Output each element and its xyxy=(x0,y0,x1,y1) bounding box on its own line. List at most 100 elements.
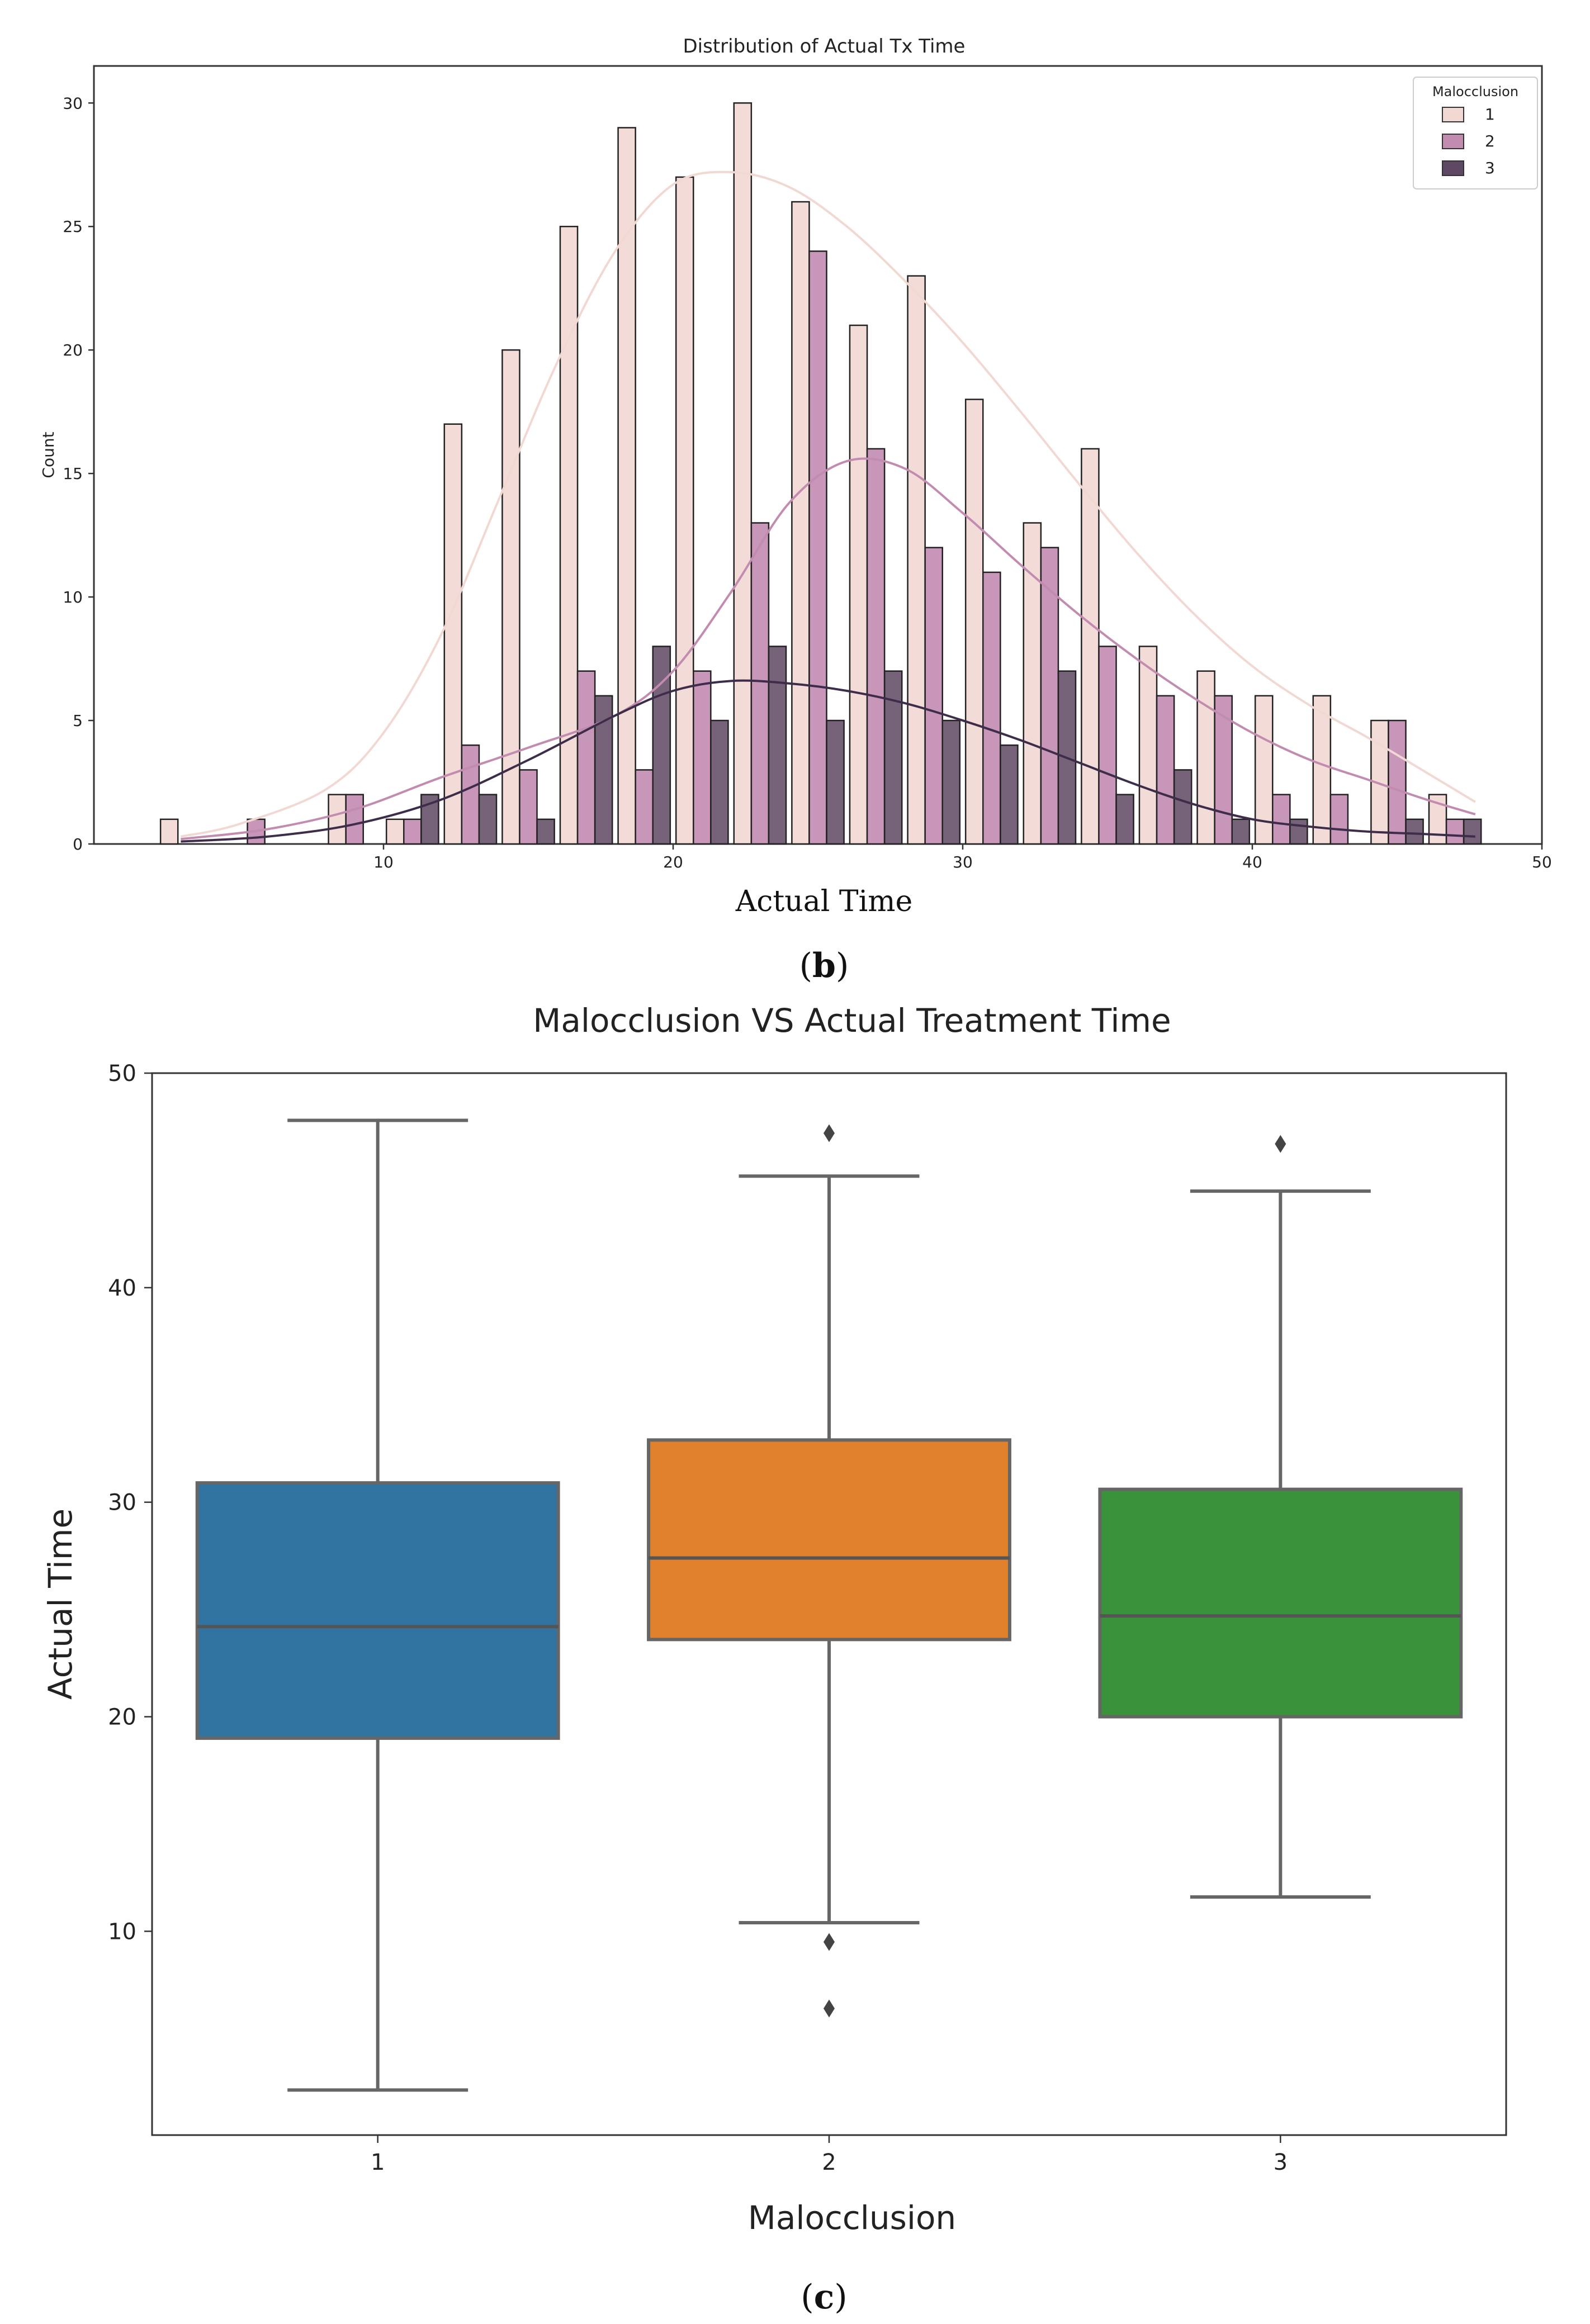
hist-bar-series-2 xyxy=(924,547,943,845)
hist-x-tick-label: 10 xyxy=(373,853,394,871)
hist-bar-series-2 xyxy=(866,448,886,845)
hist-bar-series-3 xyxy=(536,818,555,845)
hist-bar-series-3 xyxy=(1405,818,1424,845)
hist-x-tick-label: 50 xyxy=(1532,853,1552,871)
hist-bar-series-3 xyxy=(1463,818,1482,845)
boxplot-title: Malocclusion VS Actual Treatment Time xyxy=(533,1002,1171,1040)
hist-bar-series-1 xyxy=(1081,448,1100,845)
histogram-kde-curves xyxy=(180,170,1476,843)
hist-bar-series-1 xyxy=(501,349,520,845)
hist-bar-series-1 xyxy=(1196,670,1215,845)
hist-y-tick-label: 5 xyxy=(73,712,83,730)
hist-bar-series-1 xyxy=(733,102,753,845)
caption-c: (c) xyxy=(801,2278,847,2317)
hist-bar-series-2 xyxy=(635,769,654,845)
legend-swatch-3 xyxy=(1442,160,1464,176)
hist-bar-series-1 xyxy=(159,818,179,845)
iqr-box xyxy=(1098,1487,1463,1719)
hist-bar-series-2 xyxy=(1388,719,1407,845)
box-x-tick-label: 2 xyxy=(822,2150,836,2175)
legend-swatch-2 xyxy=(1442,134,1464,149)
kde-curve-series-3 xyxy=(181,679,1475,843)
box-group-2 xyxy=(647,1124,1011,2018)
caption-b: (b) xyxy=(799,946,849,985)
caption-b-letter: b xyxy=(812,946,836,985)
hist-bar-series-1 xyxy=(1312,695,1332,845)
histogram-x-label: Actual Time xyxy=(735,885,913,918)
box-y-tick-label: 30 xyxy=(108,1490,136,1516)
box-group-3 xyxy=(1098,1135,1463,1899)
hist-y-tick-label: 20 xyxy=(63,341,83,359)
hist-bar-series-2 xyxy=(808,250,827,845)
hist-y-tick-label: 25 xyxy=(63,217,83,236)
histogram-axes: 10 20 30 40 50 0 5 10 15 20 25 30 xyxy=(63,94,1551,871)
hist-bar-series-3 xyxy=(883,670,903,845)
hist-bar-series-2 xyxy=(461,744,480,845)
legend-title: Malocclusion xyxy=(1432,84,1518,99)
hist-bar-series-3 xyxy=(941,719,961,845)
hist-bar-series-1 xyxy=(791,201,810,845)
hist-y-tick-label: 15 xyxy=(63,464,83,483)
kde-curve-series-1 xyxy=(180,170,1476,838)
histogram-y-label: Count xyxy=(39,431,58,478)
hist-bar-series-2 xyxy=(982,571,1001,845)
hist-bar-series-1 xyxy=(1138,646,1158,845)
hist-bar-series-1 xyxy=(675,176,694,845)
box-x-tick-label: 1 xyxy=(371,2150,385,2175)
legend-label-1: 1 xyxy=(1485,105,1495,124)
hist-bar-series-3 xyxy=(710,719,729,845)
box-y-tick-label: 40 xyxy=(108,1275,136,1301)
hist-bar-series-3 xyxy=(1289,818,1308,845)
hist-y-tick-label: 30 xyxy=(63,94,83,112)
histogram-legend: Malocclusion 1 2 3 xyxy=(1413,77,1538,189)
boxplot-panel: Malocclusion VS Actual Treatment Time 10… xyxy=(41,1002,1507,2317)
hist-bar-series-3 xyxy=(1231,818,1251,845)
boxplot-boxes xyxy=(195,1118,1463,2092)
caption-c-letter: c xyxy=(814,2278,835,2317)
hist-x-tick-label: 20 xyxy=(663,853,683,871)
outlier-point xyxy=(824,1999,835,2018)
box-y-tick-label: 10 xyxy=(108,1919,136,1944)
hist-bar-series-3 xyxy=(478,794,498,845)
legend-swatch-1 xyxy=(1442,107,1464,122)
legend-label-3: 3 xyxy=(1485,159,1495,177)
kde-curve-series-2 xyxy=(181,457,1476,841)
iqr-box xyxy=(647,1438,1011,1642)
hist-bar-series-2 xyxy=(403,818,422,845)
hist-bar-series-3 xyxy=(768,646,787,845)
hist-bar-series-2 xyxy=(1445,818,1465,845)
histogram-title: Distribution of Actual Tx Time xyxy=(683,35,966,58)
hist-bar-series-2 xyxy=(519,769,538,845)
hist-bar-series-2 xyxy=(1329,794,1349,845)
hist-bar-series-1 xyxy=(559,225,579,845)
boxplot-y-label: Actual Time xyxy=(41,1509,79,1700)
hist-bar-series-3 xyxy=(1115,794,1134,845)
hist-bar-series-2 xyxy=(576,670,596,845)
hist-bar-series-2 xyxy=(1214,695,1233,845)
hist-x-tick-label: 30 xyxy=(953,853,973,871)
hist-bar-series-1 xyxy=(617,127,636,845)
hist-bar-series-1 xyxy=(328,794,347,845)
hist-bar-series-2 xyxy=(693,670,712,845)
box-y-tick-label: 20 xyxy=(108,1705,136,1730)
outlier-point xyxy=(824,1124,835,1142)
hist-bar-series-2 xyxy=(1156,695,1175,845)
box-y-tick-label: 50 xyxy=(108,1061,136,1087)
hist-bar-series-1 xyxy=(849,324,868,845)
hist-bar-series-2 xyxy=(750,522,770,845)
hist-bar-series-2 xyxy=(1040,547,1059,845)
iqr-box xyxy=(195,1481,560,1740)
histogram-panel: Distribution of Actual Tx Time 10 20 30 40 5… xyxy=(39,35,1552,985)
hist-bar-series-1 xyxy=(385,818,405,845)
histogram-bars xyxy=(159,102,1482,845)
boxplot-x-label: Malocclusion xyxy=(748,2199,956,2237)
hist-bar-series-2 xyxy=(345,794,364,845)
box-group-1 xyxy=(195,1118,560,2092)
boxplot-axes: 10 20 30 40 50 1 2 3 xyxy=(108,1061,1288,2175)
hist-x-tick-label: 40 xyxy=(1242,853,1262,871)
hist-bar-series-3 xyxy=(1000,744,1019,845)
hist-bar-series-3 xyxy=(652,646,671,845)
box-x-tick-label: 3 xyxy=(1274,2150,1288,2175)
hist-bar-series-3 xyxy=(826,719,845,845)
